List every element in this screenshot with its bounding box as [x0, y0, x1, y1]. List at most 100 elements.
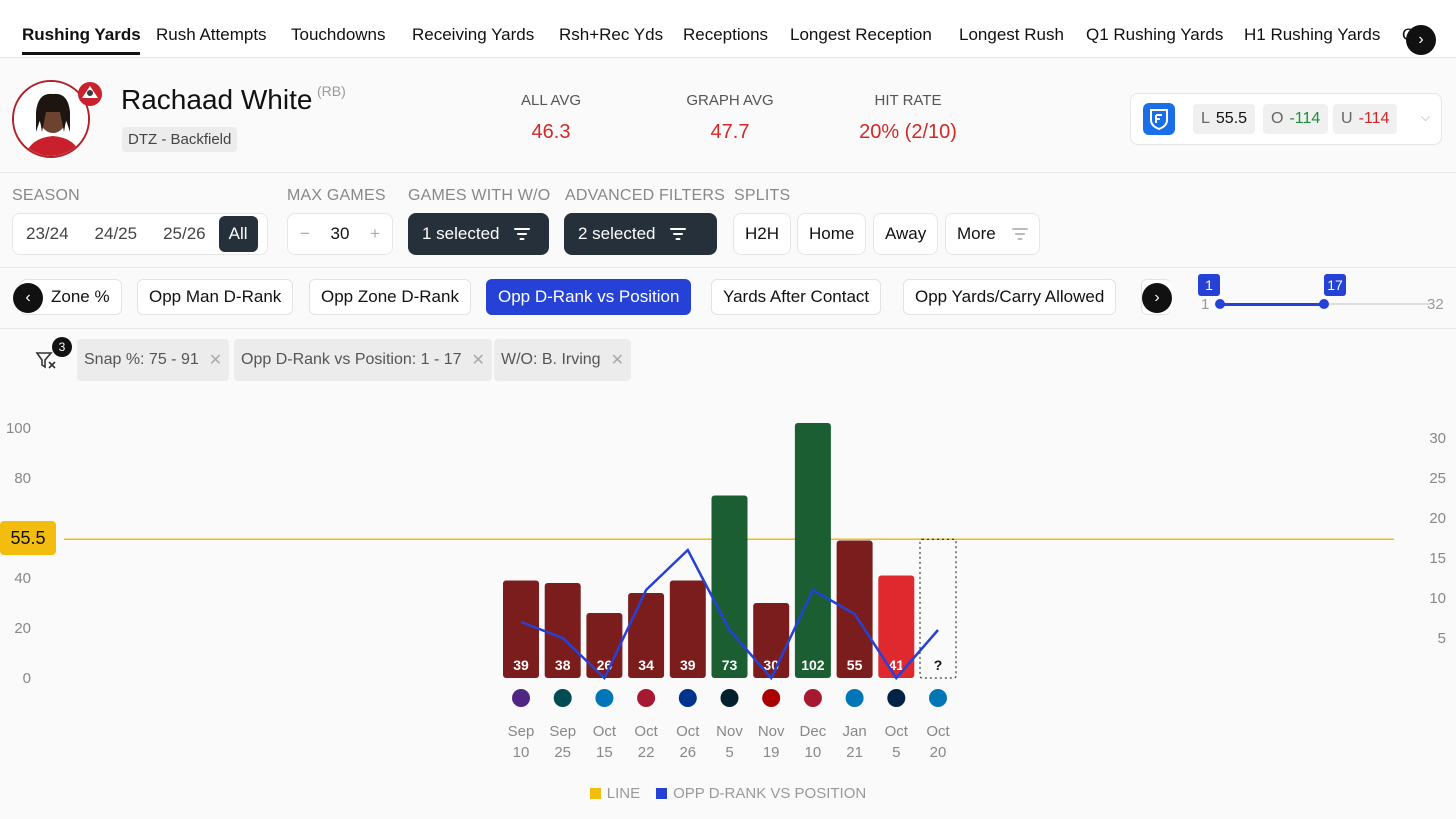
chip-opp-man-d-rank[interactable]: Opp Man D-Rank: [137, 279, 294, 315]
close-icon[interactable]: ✕: [208, 352, 223, 369]
falcons-icon: [803, 689, 822, 707]
legend-swatch: [656, 788, 668, 799]
x-axis-month: Jan: [843, 723, 867, 740]
legend-item-line[interactable]: LINE: [589, 785, 640, 802]
split-h2h-button[interactable]: H2H: [733, 213, 792, 255]
season-24-25[interactable]: 24/25: [94, 224, 138, 243]
x-axis-month: Oct: [634, 723, 658, 740]
lions-icon: [595, 689, 614, 707]
game-bar[interactable]: [878, 575, 915, 679]
line-value-badge: 55.5: [0, 521, 56, 555]
sportsbook-line-card[interactable]: L 55.5 O -114 U -114 ⌵: [1130, 93, 1442, 145]
chart-legend: LINE OPP D-RANK VS POSITION: [0, 785, 1456, 802]
advanced-filters-label: ADVANCED FILTERS: [565, 187, 725, 204]
active-tab-indicator: [22, 52, 140, 55]
x-axis-day: 19: [763, 744, 780, 761]
chip-opp-d-rank-vs-position[interactable]: Opp D-Rank vs Position: [486, 279, 692, 315]
games-without-button[interactable]: 1 selected: [408, 213, 549, 255]
tab-touchdowns[interactable]: Touchdowns: [291, 25, 386, 44]
range-high-tag: 17: [1324, 274, 1346, 296]
player-name: Rachaad White: [121, 84, 313, 115]
y-axis-tick: 100: [6, 420, 31, 437]
line-pill: L 55.5: [1193, 104, 1256, 134]
tab-receiving-yards[interactable]: Receiving Yards: [412, 25, 535, 44]
under-key: U: [1341, 110, 1353, 127]
tab-rushing-yards[interactable]: Rushing Yards: [22, 25, 141, 44]
y2-axis-tick: 30: [1429, 430, 1446, 447]
clear-filters-icon[interactable]: [34, 348, 58, 372]
tab-longest-rush[interactable]: Longest Rush: [959, 25, 1064, 44]
season-all[interactable]: All: [218, 216, 258, 252]
chip-opp-yards-carry-allowed[interactable]: Opp Yards/Carry Allowed: [903, 279, 1117, 315]
hit-rate-value: 20% (2/10): [859, 121, 957, 143]
split-away-button[interactable]: Away: [873, 213, 939, 255]
close-icon[interactable]: ✕: [471, 352, 485, 369]
range-slider-high-handle[interactable]: [1319, 299, 1329, 309]
x-axis-month: Nov: [716, 723, 743, 740]
game-bar[interactable]: [503, 580, 539, 679]
splits-label: SPLITS: [734, 187, 791, 204]
split-more-button[interactable]: More: [945, 213, 1040, 255]
tab-rsh-rec-yds[interactable]: Rsh+Rec Yds: [559, 25, 664, 44]
chevron-right-icon: ›: [1418, 31, 1424, 48]
active-filter-chip: Snap %: 75 - 91 ✕: [77, 339, 230, 381]
bar-value-label: 73: [722, 657, 738, 673]
range-slider-low-handle[interactable]: [1215, 299, 1225, 309]
game-bar[interactable]: [628, 593, 665, 678]
tab-receptions[interactable]: Receptions: [683, 25, 769, 44]
chips-prev-button[interactable]: ‹: [13, 283, 43, 313]
over-pill[interactable]: O -114: [1263, 104, 1329, 134]
game-bar[interactable]: [669, 580, 706, 679]
season-23-24[interactable]: 23/24: [26, 224, 69, 243]
tab-rush-attempts[interactable]: Rush Attempts: [156, 25, 267, 44]
legend-item-opp-d-rank[interactable]: OPP D-RANK VS POSITION: [656, 785, 866, 802]
over-odds: -114: [1289, 110, 1321, 127]
y2-axis-tick: 5: [1438, 630, 1446, 647]
legend-swatch: [589, 788, 601, 799]
fanduel-logo-icon: [1143, 103, 1175, 135]
active-filter-label: W/O: B. Irving: [501, 351, 601, 368]
split-home-button[interactable]: Home: [797, 213, 867, 255]
y2-axis-tick: 25: [1429, 470, 1446, 487]
tabs-next-button[interactable]: ›: [1406, 25, 1436, 55]
vikings-icon: [512, 689, 530, 707]
opp-d-rank-series-line: [520, 547, 939, 681]
close-icon[interactable]: ✕: [610, 352, 624, 369]
legend-label: OPP D-RANK VS POSITION: [673, 785, 867, 802]
chip-opp-zone-d-rank[interactable]: Opp Zone D-Rank: [309, 279, 471, 315]
game-bar[interactable]: [794, 423, 831, 678]
y-axis-tick: 20: [14, 620, 31, 637]
chevron-left-icon: ‹: [25, 289, 31, 306]
x-axis-day: 15: [596, 744, 613, 761]
x-axis-day: 26: [679, 744, 696, 761]
tab-q1-rushing-yards[interactable]: Q1 Rushing Yards: [1086, 25, 1224, 44]
x-axis-day: 22: [638, 744, 655, 761]
x-axis-month: Oct: [676, 723, 700, 740]
chevron-right-icon: ›: [1154, 289, 1160, 306]
game-bar[interactable]: [544, 583, 581, 678]
advanced-filters-button[interactable]: 2 selected: [564, 213, 717, 255]
y-axis-tick: 40: [14, 570, 31, 587]
active-filter-label: Snap %: 75 - 91: [84, 351, 199, 368]
x-axis-day: 5: [892, 744, 900, 761]
season-25-26[interactable]: 25/26: [163, 224, 206, 243]
minus-icon[interactable]: −: [300, 224, 310, 243]
filter-icon: [1011, 228, 1028, 240]
max-games-value[interactable]: 30: [330, 224, 350, 243]
chips-next-button[interactable]: ›: [1142, 283, 1172, 313]
under-pill[interactable]: U -114: [1333, 104, 1398, 134]
x-axis-day: 25: [554, 744, 571, 761]
bar-value-label: 41: [889, 657, 905, 673]
under-odds: -114: [1358, 110, 1390, 127]
plus-icon[interactable]: +: [370, 224, 380, 243]
game-bar[interactable]: [836, 540, 873, 679]
pending-bar[interactable]: [919, 538, 957, 679]
game-bar[interactable]: [711, 495, 748, 679]
chip-yards-after-contact[interactable]: Yards After Contact: [711, 279, 882, 315]
x-axis-day: 21: [846, 744, 863, 761]
tab-h1-rushing-yards[interactable]: H1 Rushing Yards: [1244, 25, 1381, 44]
chevron-down-icon[interactable]: ⌵: [1421, 110, 1431, 124]
bar-value-label: 102: [801, 657, 825, 673]
tab-longest-reception[interactable]: Longest Reception: [790, 25, 932, 44]
rushing-yards-chart: 0 20 40 80 100 5 10 15 20 25 30 39 Sep 10 38 Sep 25 26 Oct…: [6, 420, 1446, 761]
